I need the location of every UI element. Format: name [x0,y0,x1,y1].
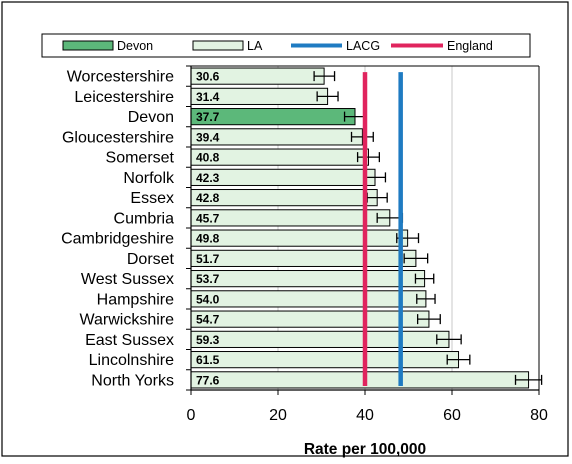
category-label: Cumbria [114,210,175,227]
category-label: North Yorks [91,372,174,389]
category-label: Hampshire [97,291,174,308]
category-label: East Sussex [85,332,174,349]
legend-label-england: England [447,39,493,53]
category-label: Somerset [106,150,175,167]
tick-labels: 0 20 40 60 80 [187,407,548,424]
value-label: 42.8 [196,191,220,205]
legend-swatch-la [192,40,244,51]
category-label: Warwickshire [79,312,174,329]
value-label: 39.4 [196,130,220,144]
value-label: 77.6 [196,373,220,387]
reference-lines [362,72,403,386]
category-label: Dorset [127,251,175,268]
value-label: 59.3 [196,333,220,347]
category-label: Lincolnshire [89,352,174,369]
bar-lincolnshire [190,351,460,369]
bar-north-yorks [190,371,530,389]
bar-cumbria [190,209,391,227]
x-tick-label: 40 [356,407,374,424]
value-label: 61.5 [196,353,220,367]
value-label: 37.7 [196,110,220,124]
x-tick-label: 20 [269,407,287,424]
category-label: Leicestershire [74,89,174,106]
category-label: Cambridgeshire [61,231,174,248]
legend: Devon LA LACG England [41,33,531,58]
value-label: 31.4 [196,90,220,104]
category-label: Devon [128,109,174,126]
category-label: West Sussex [81,271,174,288]
bar-west-sussex [190,270,426,288]
value-label: 49.8 [196,232,220,246]
x-tick-label: 60 [443,407,461,424]
legend-label-devon: Devon [117,39,153,53]
value-labels: 30.6 31.4 37.7 39.4 40.8 42.3 42.8 45.7 49.8 51.7… [196,70,220,388]
value-label: 54.0 [196,292,220,306]
value-label: 45.7 [196,211,220,225]
value-label: 42.3 [196,171,220,185]
category-labels: Worcestershire Leicestershire Devon Glouces… [61,69,175,390]
legend-swatch-devon [62,40,114,51]
legend-label-la: LA [247,39,263,53]
plot-area: 30.6 31.4 37.7 39.4 40.8 42.3 42.8 45.7 49.8 51.7… [61,65,548,458]
legend-box [41,33,531,58]
x-axis-label: Rate per 100,000 [304,441,426,458]
axes [186,65,540,395]
category-label: Norfolk [123,170,175,187]
x-tick-label: 0 [187,407,196,424]
category-label: Gloucestershire [62,129,174,146]
bar-dorset [190,249,417,267]
bar-east-sussex [190,330,450,348]
value-label: 30.6 [196,70,220,84]
category-label: Essex [130,190,174,207]
value-label: 54.7 [196,313,220,327]
value-label: 51.7 [196,252,220,266]
bar-warwickshire [190,310,430,328]
value-label: 53.7 [196,272,220,286]
bar-cambridgeshire [190,229,409,247]
category-label: Worcestershire [67,69,174,86]
legend-label-lacg: LACG [346,39,380,53]
x-tick-label: 80 [530,407,548,424]
value-label: 40.8 [196,151,220,165]
bar-hampshire [190,290,427,308]
